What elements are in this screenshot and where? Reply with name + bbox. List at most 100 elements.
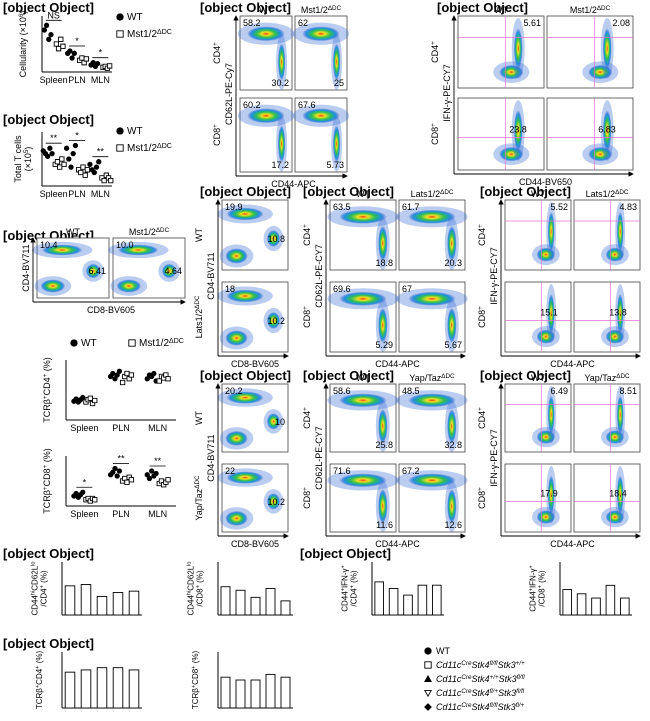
cell-density [277,125,286,163]
legend-label-part: fl/+ [516,702,525,709]
legend-label-part: Cd11c [436,674,462,684]
gate-percentage: 5.67 [444,340,462,350]
column-label-part: ΔDC [156,227,170,234]
y-axis-label-part: + [42,464,49,468]
flow-plot [546,15,634,89]
data-point [41,27,48,33]
column-label-part: ΔDC [440,189,454,196]
gate-percentage: 58.2 [243,18,261,28]
flow-plot [504,281,572,353]
data-point [49,150,55,157]
cell-density [247,108,285,124]
cell-density [602,110,612,151]
gate-percentage: 5.29 [375,340,393,350]
column-label: WT [259,5,273,15]
cell-density [266,230,281,247]
cell-density [332,125,341,163]
cell-density [40,279,66,293]
legend-label-part: Stk3 [498,660,516,670]
y-axis-label-part: (%) [42,448,52,465]
row-label: CD4+ [302,407,313,429]
bar [112,592,124,616]
gate-percentage: 6.41 [88,266,106,276]
data-point [156,378,162,384]
significance: * [99,48,103,58]
column-label: Lats1/2ΔDC [586,189,629,200]
data-point [119,379,126,386]
y-axis-label-part: IFN-γ [528,568,537,588]
bar [605,584,616,616]
row-label-part: CD8 [430,127,440,145]
y-axis-label: CD4-BV711 [206,434,216,481]
data-point [80,489,86,495]
gate-percentage: 58.6 [333,386,351,396]
cell-density [42,244,83,256]
column-label-part: ΔDC [328,5,342,12]
x-tick-label: PLN [68,75,86,85]
y-axis-label-part: + [528,565,534,568]
cell-density [339,393,387,408]
y-axis-label: CD62L-PE-Cy7 [224,63,234,125]
x-axis-label: CD44-APC [550,359,595,369]
panel-letter: [object Object] [3,0,94,15]
gate-percentage: 2.08 [612,18,630,28]
cell-density [226,391,264,404]
data-point [108,177,114,184]
y-axis-label-part: + [40,585,46,588]
legend-marker [116,127,124,135]
legend-label-part: Cre [461,660,472,667]
cell-density [408,393,456,408]
bar [235,589,246,616]
panel-letter: [object Object] [3,636,94,651]
y-axis-label-part: CD4 [35,668,44,685]
row-label-part: + [302,306,309,310]
row-label-part: Lats1/2 [194,309,204,339]
column-label-part: ΔDC [441,373,455,380]
legend-marker [424,703,432,711]
legend-label-part: Cre [461,688,472,695]
cell-density [408,291,456,306]
gate-percentage: 25 [334,78,344,88]
data-point [101,177,107,184]
x-tick-label: MLN [91,189,110,199]
bar [128,590,140,616]
gate-percentage: 10.2 [267,316,285,326]
row-label: CD4+ [302,224,313,246]
cell-density [266,312,281,329]
panel-letter: [object Object] [3,112,94,127]
y-axis-label-part: (%) [42,357,52,374]
data-point [67,48,73,54]
row-label-part: + [302,407,309,411]
bar [591,597,601,616]
cell-density [302,108,340,124]
data-point [54,159,61,165]
panel-letter: [object Object] [300,546,391,561]
cell-density [616,475,624,514]
legend-label-part: fl/fl [490,702,499,709]
panel-letter: [object Object] [303,368,394,383]
legend-label-part: Stk3 [498,702,516,712]
y-axis-label: CD44+IFN-γ+ [528,565,537,612]
x-axis-label: CD8-BV605 [87,305,135,315]
data-point [110,469,116,475]
legend-label: Mst1/2ΔDC [139,338,184,350]
cell-density [513,28,523,69]
bar [220,676,231,709]
gate-percentage: 18.8 [375,258,393,268]
y-axis-label-part: hi [186,591,192,595]
bar [562,589,572,616]
x-tick-label: MLN [148,509,167,519]
y-axis-label: CD44+IFN-γ+ [340,565,349,612]
y-axis-label-part: TCRβ [191,688,200,709]
x-axis-label: CD8-BV605 [231,359,279,369]
gate-percentage: 20.3 [444,258,462,268]
y-axis-label-part: /CD8 [538,588,547,607]
cell-density [266,493,281,510]
data-point [114,372,120,378]
y-axis-label-part: CD62L [186,565,195,590]
y-axis-label-part: 6 [18,13,25,17]
legend-label-part: fl/fl [490,660,499,667]
gate-percentage: 5.52 [550,202,568,212]
legend-label-part: +/+ [490,674,499,681]
